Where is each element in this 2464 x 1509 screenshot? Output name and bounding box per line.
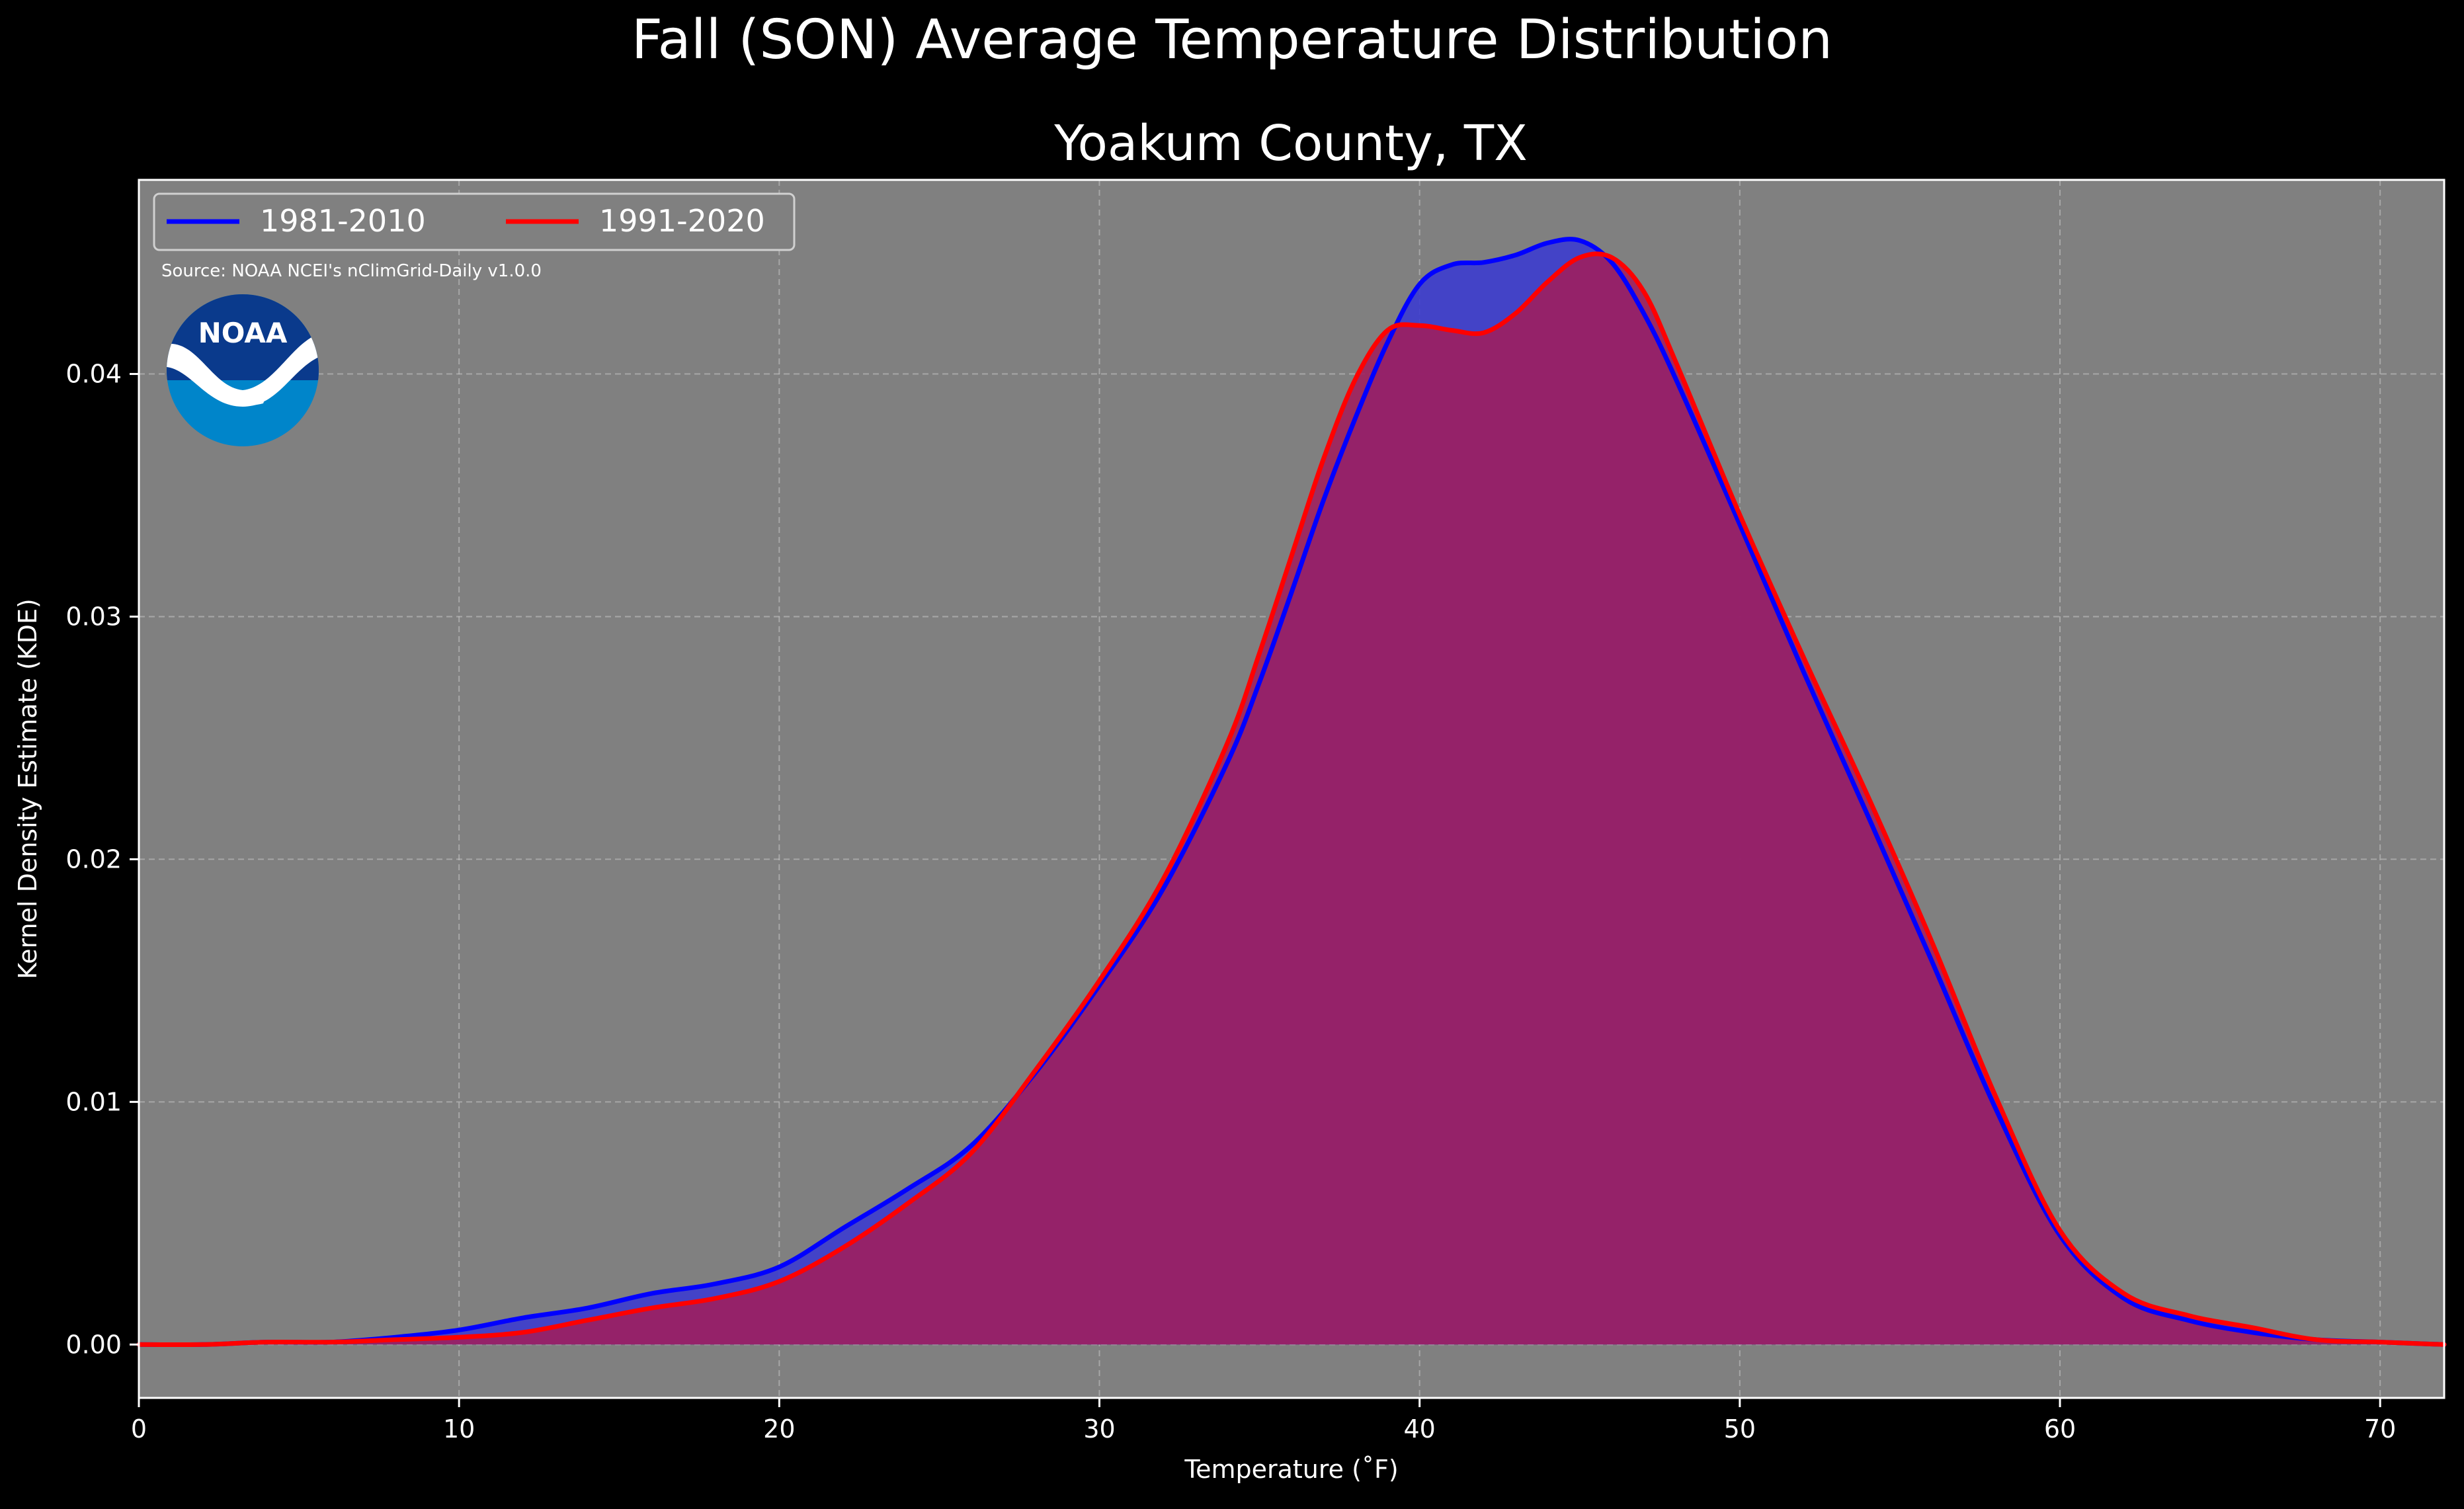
y-tick-label: 0.01 bbox=[65, 1087, 122, 1116]
x-tick-label: 70 bbox=[2364, 1414, 2396, 1444]
y-tick-label: 0.02 bbox=[65, 844, 122, 874]
legend: 1981-2010 1991-2020 bbox=[153, 192, 796, 251]
x-tick-label: 40 bbox=[1403, 1414, 1435, 1444]
x-axis-label: Temperature (˚F) bbox=[1184, 1455, 1398, 1484]
legend-label-1981-2010: 1981-2010 bbox=[260, 203, 426, 239]
plot-frame bbox=[138, 179, 2445, 1399]
series-line-1991-2020 bbox=[136, 251, 2447, 1348]
axis-ticks: 0 10 20 30 40 50 60 70 0.00 0.01 0.02 0.03 0.04 bbox=[65, 360, 2396, 1444]
x-tick-label: 0 bbox=[131, 1414, 147, 1444]
y-axis-label: Kernel Density Estimate (KDE) bbox=[13, 598, 42, 979]
series-group bbox=[136, 237, 2447, 1348]
x-tick-label: 20 bbox=[763, 1414, 795, 1444]
x-tick-label: 30 bbox=[1083, 1414, 1115, 1444]
y-tick-label: 0.03 bbox=[65, 602, 122, 631]
noaa-logo: NOAA bbox=[167, 294, 319, 446]
y-tick-label: 0.04 bbox=[65, 360, 122, 389]
chart-title: Yoakum County, TX bbox=[1053, 115, 1528, 172]
series-fill-1991-2020 bbox=[139, 253, 2444, 1345]
source-note: Source: NOAA NCEI's nClimGrid-Daily v1.0… bbox=[161, 261, 542, 281]
series-line-1981-2010 bbox=[136, 237, 2447, 1348]
legend-box bbox=[153, 192, 796, 251]
y-tick-label: 0.00 bbox=[65, 1330, 122, 1359]
x-tick-label: 50 bbox=[1724, 1414, 1756, 1444]
x-tick-label: 60 bbox=[2044, 1414, 2076, 1444]
x-tick-label: 10 bbox=[443, 1414, 475, 1444]
chart-suptitle: Fall (SON) Average Temperature Distribut… bbox=[632, 9, 1832, 71]
noaa-logo-text: NOAA bbox=[198, 317, 288, 349]
legend-label-1991-2020: 1991-2020 bbox=[599, 203, 765, 239]
